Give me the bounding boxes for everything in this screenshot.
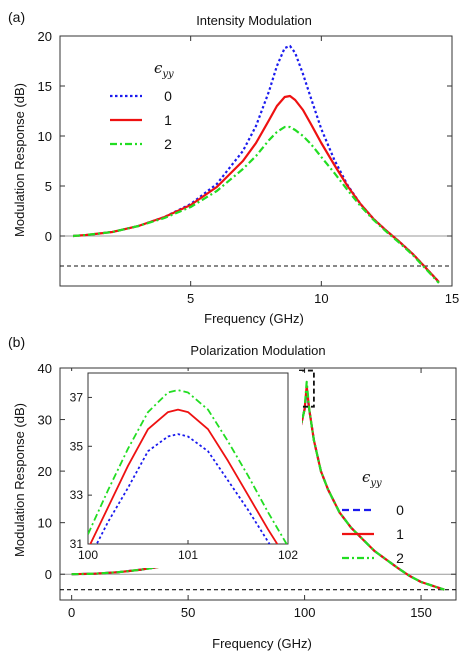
legend-title-b: ϵyy: [362, 468, 382, 489]
inset-y-tick-label: 37: [70, 390, 84, 404]
legend-title-a: ϵyy: [154, 59, 174, 80]
x-tick-label-a: 15: [445, 291, 459, 306]
series-line-a-1: [73, 94, 440, 283]
legend-label-b-2: 2: [396, 550, 404, 566]
y-axis-label-a: Modulation Response (dB): [12, 83, 27, 237]
series-line-a-2: [73, 125, 440, 284]
plot-frame-b: [59, 367, 457, 601]
chart-title-a: Intensity Modulation: [196, 13, 312, 28]
inset-x-tick-label: 102: [278, 548, 298, 562]
y-tick-label-b: 40: [38, 361, 52, 376]
y-tick-label-a: 15: [38, 79, 52, 94]
series-group-a: [73, 44, 440, 284]
legend-label-a-2: 2: [164, 136, 172, 152]
plot-b: 0 50 100 150 0 10 20 30 40 ϵyy 0 1 2 100 101 102 31 33 35 3…: [38, 361, 457, 620]
inset-series-line-1: [89, 408, 279, 544]
inset-x-tick-label: 101: [178, 548, 198, 562]
series-line-a-0: [73, 44, 440, 283]
x-tick-label-a: 5: [187, 291, 194, 306]
inset-series-line-0: [95, 433, 271, 544]
legend-label-b-0: 0: [396, 502, 404, 518]
x-axis-label-b: Frequency (GHz): [212, 636, 312, 651]
panel-label-a: (a): [8, 9, 25, 25]
y-tick-label-a: 5: [45, 179, 52, 194]
inset-background: [66, 371, 302, 568]
inset-y-tick-label: 35: [70, 439, 84, 453]
chart-title-b: Polarization Modulation: [190, 343, 325, 358]
x-tick-label-b: 0: [68, 605, 75, 620]
legend-label-a-0: 0: [164, 88, 172, 104]
y-tick-label-a: 10: [38, 129, 52, 144]
y-tick-label-a: 0: [45, 229, 52, 244]
plot-a: 5 10 15 0 5 10 15 20 ϵyy 0 1 2: [38, 29, 460, 306]
x-tick-label-b: 150: [410, 605, 432, 620]
y-tick-label-b: 30: [38, 413, 52, 428]
inset-y-tick-label: 31: [70, 537, 84, 551]
y-axis-label-b: Modulation Response (dB): [12, 403, 27, 557]
legend-label-b-1: 1: [396, 526, 404, 542]
x-tick-label-b: 50: [181, 605, 195, 620]
inset-y-tick-label: 33: [70, 488, 84, 502]
y-tick-label-b: 0: [45, 567, 52, 582]
y-tick-label-b: 20: [38, 464, 52, 479]
inset-series-line-2: [88, 389, 288, 544]
inset-x-tick-label: 100: [78, 548, 98, 562]
x-tick-label-a: 10: [314, 291, 328, 306]
x-tick-label-b: 100: [294, 605, 316, 620]
inset-plot: 100 101 102 31 33 35 37: [66, 371, 302, 568]
plot-frame-a: [59, 35, 453, 287]
y-tick-label-a: 20: [38, 29, 52, 44]
inset-series-group: [88, 389, 288, 544]
legend-label-a-1: 1: [164, 112, 172, 128]
x-axis-label-a: Frequency (GHz): [204, 311, 304, 326]
panel-label-b: (b): [8, 334, 25, 350]
y-tick-label-b: 10: [38, 516, 52, 531]
